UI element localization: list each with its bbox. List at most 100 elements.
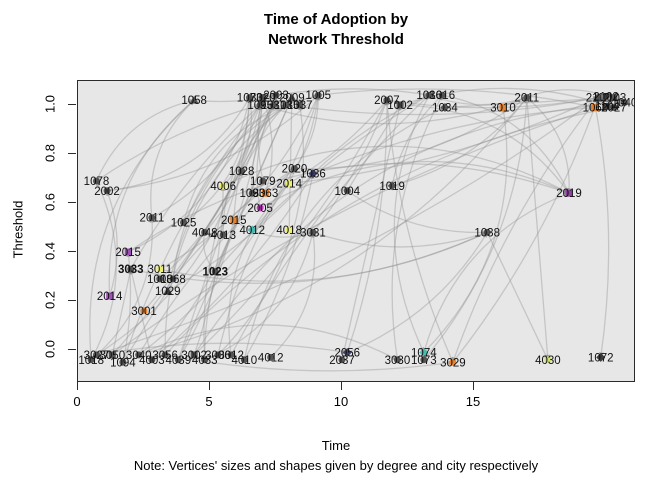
graph-edge: [312, 105, 597, 175]
graph-edge: [204, 231, 315, 361]
graph-vertex: [565, 189, 573, 197]
graph-edge: [89, 99, 195, 360]
graph-vertex: [108, 351, 116, 359]
graph-edge: [193, 100, 626, 356]
graph-vertex: [314, 91, 322, 99]
graph-vertex: [610, 94, 618, 102]
graph-edge: [286, 96, 600, 116]
graph-edge: [399, 87, 615, 109]
x-tick-mark: [77, 382, 78, 390]
graph-edge: [293, 94, 321, 170]
graph-edge: [122, 104, 261, 363]
x-tick-mark: [473, 382, 474, 390]
graph-edge: [217, 167, 296, 356]
vertex-label: 1025: [171, 218, 197, 230]
graph-edge: [386, 96, 600, 109]
graph-edge: [275, 88, 431, 97]
graph-edge: [312, 94, 431, 175]
vertex-label: 2056: [334, 347, 360, 359]
graph-vertex: [596, 352, 606, 362]
vertex-label: 1072: [588, 352, 614, 364]
vertex-label: 1078: [84, 176, 110, 188]
graph-vertex: [523, 94, 531, 102]
vertex-label: 1034: [432, 102, 458, 114]
vertex-label: 2005: [247, 203, 273, 215]
vertex-label: 4006: [210, 181, 236, 193]
graph-edge: [96, 342, 349, 356]
graph-vertex: [343, 187, 351, 195]
graph-edge: [172, 168, 296, 280]
graph-edge: [423, 106, 508, 353]
graph-edge: [249, 94, 320, 103]
graph-edge: [526, 97, 551, 361]
graph-vertex: [248, 189, 256, 197]
edge-layer: [89, 87, 626, 372]
vertex-label: 2015: [115, 247, 141, 259]
vertex-label: 3031: [300, 227, 326, 239]
graph-edge: [90, 180, 117, 361]
graph-vertex: [124, 248, 132, 256]
graph-vertex: [148, 356, 156, 364]
graph-vertex: [119, 358, 127, 366]
graph-vertex: [283, 101, 291, 109]
graph-vertex: [342, 347, 352, 357]
graph-vertex: [190, 351, 198, 359]
graph-edge: [106, 96, 251, 192]
graph-vertex: [396, 101, 404, 109]
graph-vertex: [240, 356, 248, 364]
vertex-label: 3011: [147, 264, 172, 276]
graph-edge: [228, 182, 290, 355]
vertex-label: 3027: [84, 350, 110, 362]
graph-edge: [164, 105, 615, 356]
graph-edge: [108, 99, 195, 297]
y-tick-label: 0.8: [42, 143, 58, 163]
graph-edge: [318, 88, 597, 109]
graph-vertex: [256, 204, 264, 212]
graph-vertex: [103, 187, 111, 195]
graph-edge: [391, 96, 528, 187]
vertex-label: 1037: [287, 100, 313, 112]
graph-vertex: [499, 103, 507, 111]
graph-edge: [452, 96, 599, 363]
chart-title-line1: Time of Adoption by: [263, 11, 409, 28]
graph-vertex: [296, 101, 304, 109]
graph-vertex: [180, 219, 188, 227]
vertex-label: 3033: [118, 264, 144, 276]
vertex-label: 2027: [601, 102, 627, 114]
y-tick-label: 0.0: [42, 339, 58, 359]
x-tick-label: 0: [73, 394, 81, 409]
graph-vertex: [230, 216, 238, 224]
vertex-label: 2102: [593, 91, 619, 103]
y-tick-label: 0.6: [42, 192, 58, 212]
vertex-label: 1016: [430, 90, 456, 102]
vertex-label: 1031: [261, 100, 287, 112]
vertex-label: 2002: [94, 186, 120, 198]
graph-edge: [129, 268, 153, 360]
graph-vertex: [201, 228, 209, 236]
graph-edge: [96, 103, 262, 182]
vertex-label: 2014: [97, 291, 123, 303]
vertex-label: 1073: [237, 93, 263, 105]
graph-edge: [106, 94, 319, 192]
graph-edge: [183, 96, 252, 224]
y-tick-mark: [68, 300, 76, 301]
graph-vertex: [211, 268, 219, 276]
graph-edge: [288, 96, 295, 230]
vertex-label: 1094: [110, 357, 136, 369]
graph-vertex: [219, 231, 227, 239]
graph-edge: [138, 96, 528, 356]
graph-edge: [259, 97, 528, 125]
footnote: Note: Vertices' sizes and shapes given b…: [133, 458, 539, 473]
graph-vertex: [259, 177, 267, 185]
graph-edge: [90, 216, 155, 361]
chart-title: Time of Adoption by Network Threshold: [0, 10, 672, 50]
y-tick-mark: [68, 349, 76, 350]
vertex-label: 4018: [276, 225, 302, 237]
graph-vertex: [287, 93, 297, 102]
graph-edge: [127, 162, 570, 253]
graph-edge: [138, 168, 296, 356]
graph-edge: [130, 231, 489, 284]
graph-edge: [203, 232, 216, 273]
graph-edge: [289, 97, 599, 185]
